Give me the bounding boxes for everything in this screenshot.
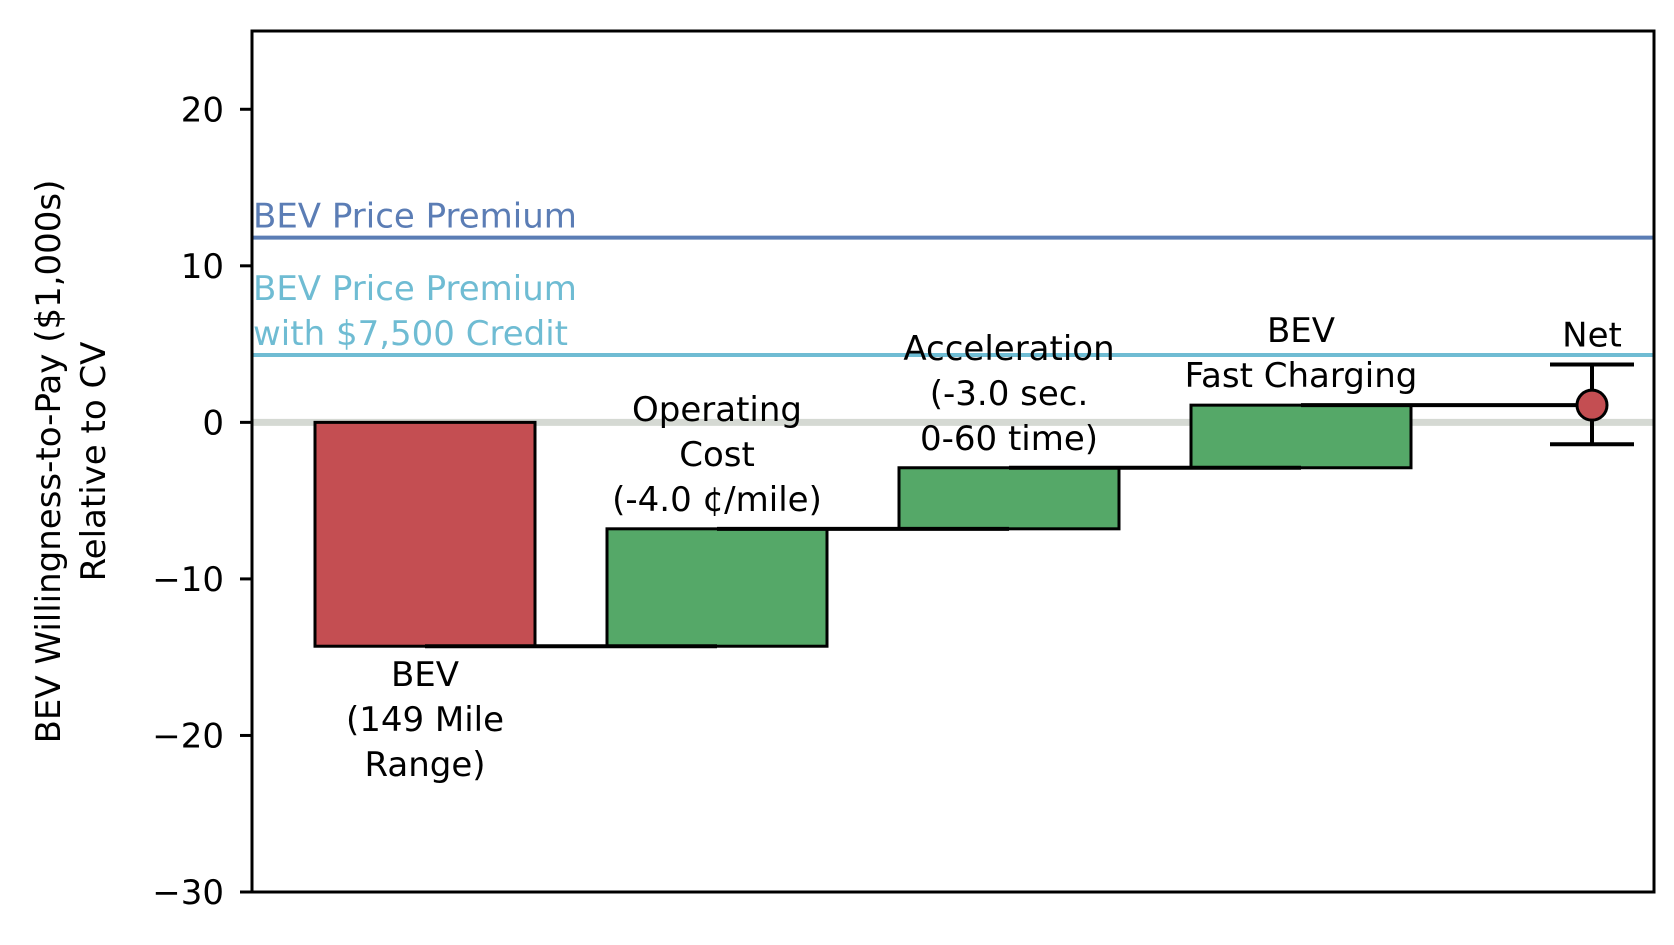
connectors-layer [425,403,1592,649]
y-axis-label-0: BEV Willingness-to-Pay ($1,000s) [29,180,69,744]
y-axis-label-1: Relative to CV [74,342,114,582]
bar-label-0-2: Range) [364,745,485,785]
bar-1 [605,527,829,648]
bar-label-1-0: Operating [632,390,802,430]
y-tick-label-0: 20 [181,90,224,130]
bar-label-0-0: BEV [391,655,459,695]
y-tick-label-2: 0 [202,403,224,443]
bar-label-1-1: Cost [679,435,755,475]
bar-0 [313,420,537,648]
bars-layer [313,403,1413,648]
net-label: Net [1562,315,1622,355]
bar-label-2-0: Acceleration [903,329,1114,369]
y-tick-label-5: −30 [152,873,224,913]
net-point [1575,388,1609,422]
reference-line-label-1-0: BEV Price Premium [253,269,577,309]
labels-layer: BEV Price Premium BEV Price Premium with $… [253,197,1622,786]
bar-label-2-2: 0-60 time) [920,419,1098,459]
bar-label-2-1: (-3.0 sec. [930,374,1089,414]
bar-label-0-1: (149 Mile [346,700,504,740]
bar-2 [897,466,1121,531]
reference-line-label-0-0: BEV Price Premium [253,197,577,237]
y-tick-label-3: −10 [152,560,224,600]
plot-frame [250,29,1656,894]
bar-3 [1189,403,1413,470]
bar-label-3-1: Fast Charging [1185,356,1418,396]
y-tick-label-4: −20 [152,716,224,756]
axes-layer: 20 10 0 −10 −20 −30 BEV Willingness-to-Pay ($1… [29,29,1656,913]
net-marker-layer [1550,362,1634,447]
bar-label-1-2: (-4.0 ¢/mile) [612,480,822,520]
bar-label-3-0: BEV [1267,311,1335,351]
y-tick-label-1: 10 [181,247,224,287]
reference-line-label-1-1: with $7,500 Credit [253,314,568,354]
